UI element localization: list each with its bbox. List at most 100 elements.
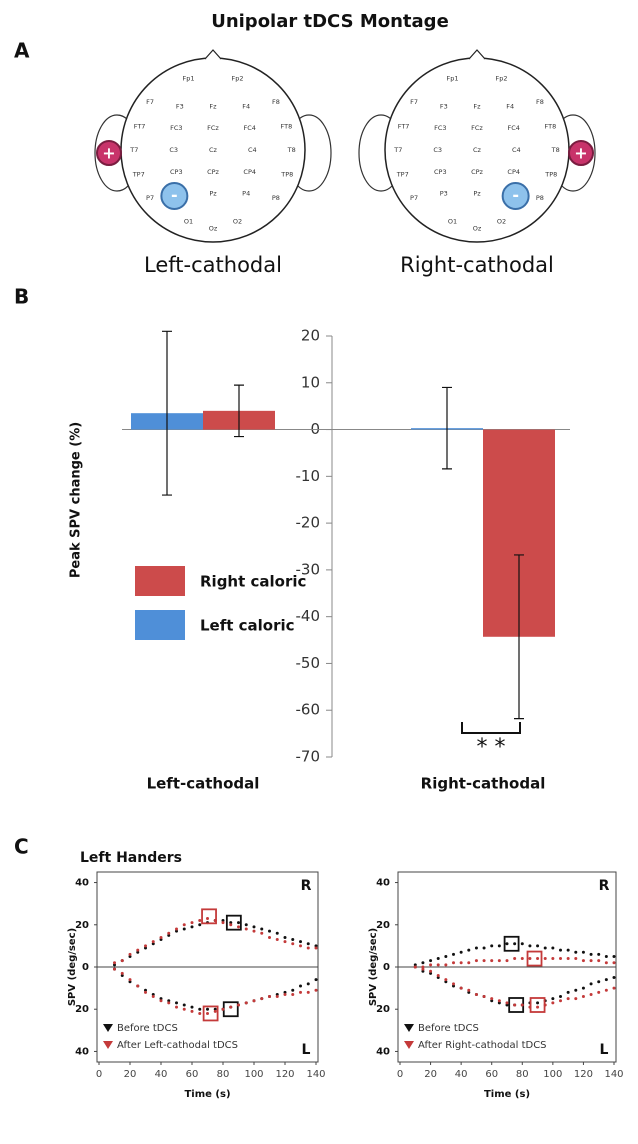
data-point [490,959,493,962]
electrode-label: F8 [536,98,544,106]
data-point [198,1008,201,1011]
data-point [490,997,493,1000]
nose [469,50,485,59]
data-point [528,944,531,947]
electrode-label: P7 [146,194,154,202]
electrode-label: FT8 [281,122,293,130]
electrode-label: Pz [473,190,481,198]
data-point [429,970,432,973]
data-point [544,947,547,950]
data-point [167,932,170,935]
data-point [191,1006,194,1009]
data-point [144,991,147,994]
data-point [113,961,116,964]
x-tick-label: 40 [455,1069,468,1080]
electrode-label: FC4 [507,124,519,132]
y-tick-label: 20 [301,327,320,345]
legend-label: After Right-cathodal tDCS [418,1040,547,1051]
data-point [613,955,616,958]
data-point [536,957,539,960]
legend-swatch [135,610,185,640]
electrode-label: Oz [209,225,218,233]
data-point [567,991,570,994]
x-tick-label: 0 [397,1069,403,1080]
data-point [113,968,116,971]
data-point [597,953,600,956]
data-point [175,1001,178,1004]
electrode-label: FT7 [134,122,146,130]
data-point [574,997,577,1000]
nose [205,50,221,59]
electrode-label: TP7 [396,170,409,178]
electrode-label: F8 [272,98,280,106]
data-point [498,959,501,962]
x-tick-label: 40 [155,1069,168,1080]
data-point [475,993,478,996]
data-point [206,1012,209,1015]
y-axis-label: Peak SPV change (%) [69,422,84,578]
electrode-label: C3 [433,146,442,154]
electrode-label: FCz [471,124,483,132]
data-point [605,989,608,992]
montage-caption: Right-cathodal [400,253,554,277]
electrode-label: Fp1 [183,74,195,82]
data-point [460,987,463,990]
data-point [191,921,194,924]
electrode-label: FCz [207,124,219,132]
legend-label: Right caloric [200,573,306,591]
x-axis-label: Time (s) [184,1089,230,1100]
y-tick-label: 40 [75,878,89,889]
y-tick-label: 40 [75,1046,89,1057]
data-point [414,966,417,969]
legend-marker [404,1041,414,1049]
data-point [284,936,287,939]
legend-swatch [135,566,185,596]
data-point [291,942,294,945]
x-tick-label: 0 [96,1069,102,1080]
data-point [613,961,616,964]
corner-label: L [600,1042,609,1058]
data-point [421,968,424,971]
data-point [198,923,201,926]
montage-caption: Left-cathodal [144,253,282,277]
data-point [299,991,302,994]
data-point [437,974,440,977]
data-point [421,961,424,964]
data-point [191,925,194,928]
electrode-label: CP3 [434,168,447,176]
data-point [506,942,509,945]
electrode-label: CPz [471,168,483,176]
data-point [129,953,132,956]
y-tick-label: 40 [376,878,390,889]
data-point [245,928,248,931]
x-tick-label: 120 [275,1069,294,1080]
data-point [605,978,608,981]
data-point [567,997,570,1000]
data-point [613,987,616,990]
data-point [559,957,562,960]
electrode-label: Fz [209,102,217,110]
data-point [136,949,139,952]
data-point [582,987,585,990]
x-tick-label: 100 [244,1069,263,1080]
electrode-label: F4 [242,102,250,110]
figure: Unipolar tDCS Montage A B C Left Handers… [0,0,638,1144]
data-point [467,989,470,992]
electrode-label: CP4 [507,168,520,176]
data-point [315,978,318,981]
data-point [567,949,570,952]
data-point [229,1006,232,1009]
electrode-label: Fp1 [447,74,459,82]
electrode-label: FC3 [434,124,446,132]
data-point [605,955,608,958]
data-point [160,936,163,939]
y-tick-label: -70 [296,748,321,766]
data-point [559,949,562,952]
y-axis-label: SPV (deg/sec) [368,928,379,1006]
electrode-label: C3 [169,146,178,154]
electrode-label: F3 [440,102,448,110]
y-tick-label: 10 [301,373,320,391]
annotation: * * [477,735,506,760]
legend-label: Left caloric [200,617,295,635]
data-point [567,957,570,960]
